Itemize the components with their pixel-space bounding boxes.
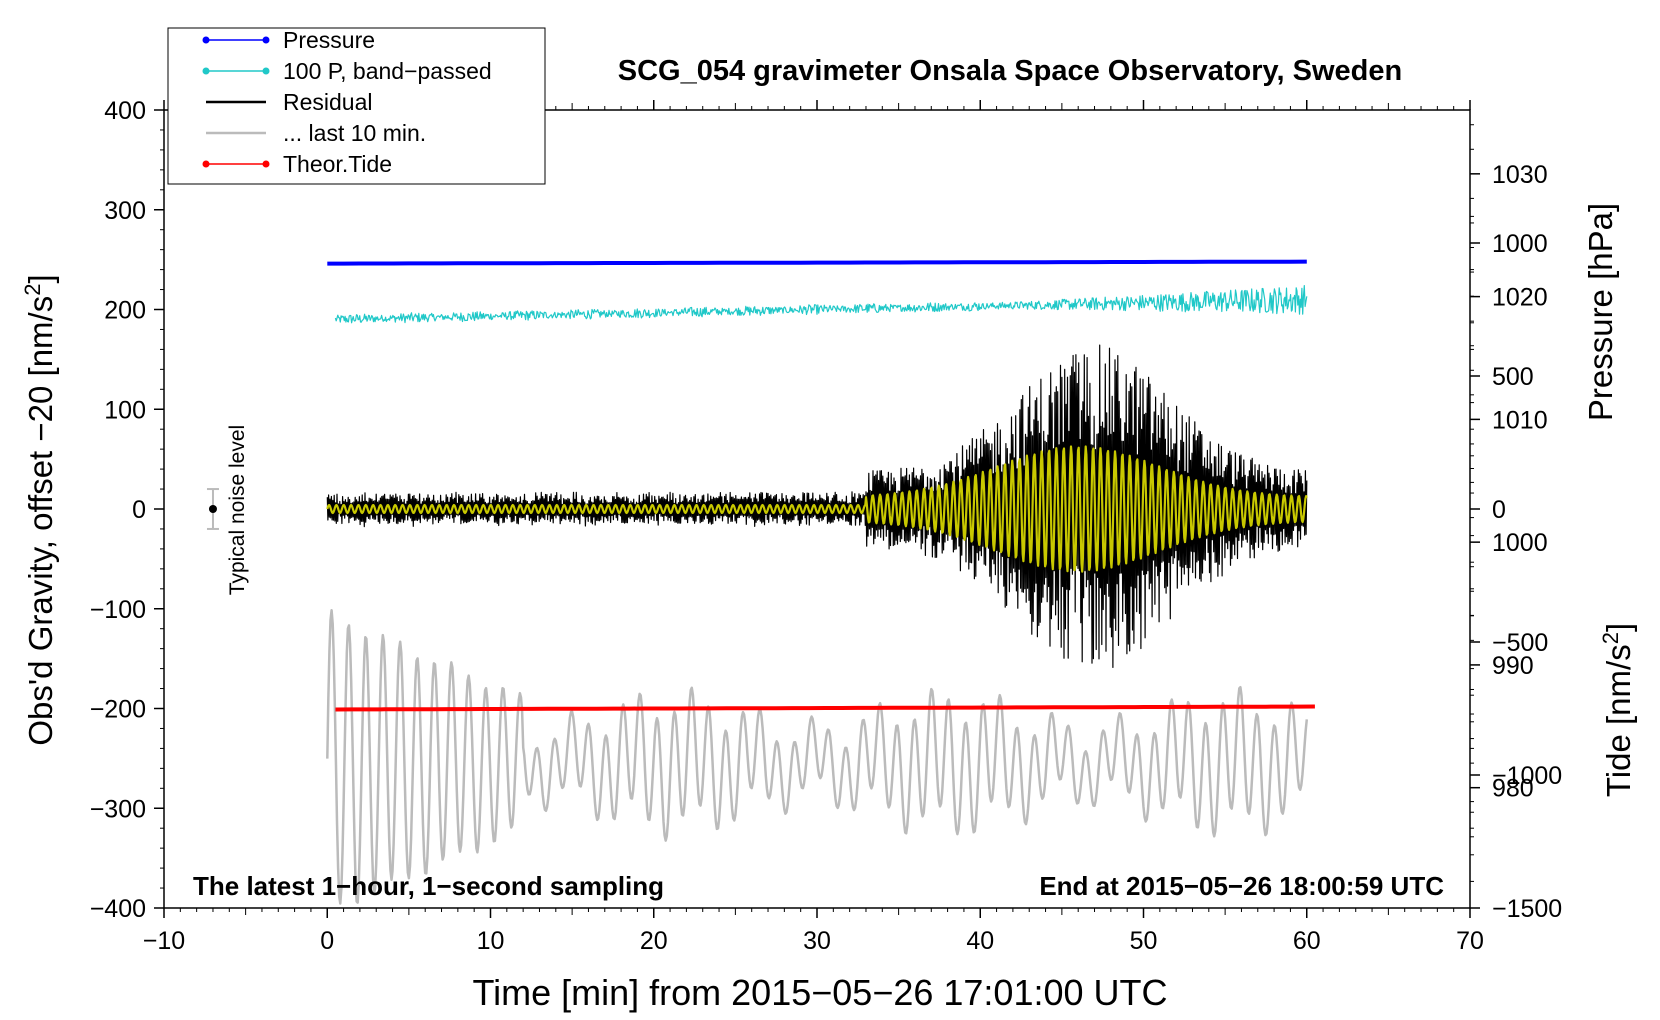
legend-label: Theor.Tide [283,151,392,177]
tide-tick-label: −500 [1492,629,1548,657]
band-passed-pressure-line [334,285,1308,324]
legend-marker [262,36,270,44]
x-tick-label: −10 [143,927,185,955]
y-tick-label: −200 [90,696,146,724]
legend-label: ... last 10 min. [283,120,426,146]
noise-level-label: Typical noise level [226,425,249,595]
legend-marker [202,36,210,44]
legend-label: Residual [283,89,373,115]
x-tick-label: 10 [477,927,505,955]
legend: Pressure 100 P, band−passed Residual ... la… [167,27,546,185]
noise-point [208,505,217,513]
y-tick-label: −100 [90,596,146,624]
legend-marker [202,67,210,75]
x-tick-label: 60 [1293,927,1321,955]
y-tick-label: 100 [104,396,146,424]
y-tick-label: 400 [104,97,146,125]
legend-marker [262,160,270,168]
pressure-tick-label: 1010 [1492,406,1548,434]
y-tick-label: 300 [104,197,146,225]
legend-box [167,27,546,185]
y-tick-label: −300 [90,795,146,823]
y-axis-label-tide: Tide [nm/s2] [1598,623,1637,797]
legend-label: 100 P, band−passed [283,58,492,84]
chart-title: SCG_054 gravimeter Onsala Space Observat… [618,55,1402,87]
theor-tide-line [335,704,1315,712]
tide-tick-label: 1000 [1492,230,1548,258]
tide-tick-label: −1500 [1492,895,1562,923]
y-tick-label: 0 [132,496,146,524]
tide-tick-label: 0 [1492,496,1506,524]
pressure-line [327,259,1307,266]
y-axis-label-pressure: Pressure [hPa] [1582,203,1619,421]
y-axis-label-left: Obs'd Gravity, offset −20 [nm/s2] [20,274,59,745]
annotation-bottom-left: The latest 1−hour, 1−second sampling [193,871,664,901]
axis-labels: SCG_054 gravimeter Onsala Space Observat… [20,55,1637,1013]
legend-marker [202,160,210,168]
pressure-tick-label: 980 [1492,775,1534,803]
residual-smoothed-line [326,445,1308,573]
pressure-tick-label: 1000 [1492,529,1548,557]
x-tick-label: 0 [320,927,334,955]
legend-label: Pressure [283,27,375,53]
axes: −10 0 10 20 30 40 50 60 704003002001000−100−200−… [90,97,1563,955]
tide-tick-label: 500 [1492,363,1534,391]
x-tick-label: 70 [1456,927,1484,955]
pressure-tick-label: 1020 [1492,284,1548,312]
tide-tick-label: −1000 [1492,762,1562,790]
pressure-tick-label: 1030 [1492,161,1548,189]
x-tick-label: 20 [640,927,668,955]
plot-traces [206,259,1315,905]
annotation-bottom-right: End at 2015−05−26 18:00:59 UTC [1039,871,1444,901]
y-tick-label: 200 [104,297,146,325]
pressure-tick-label: 990 [1492,652,1534,680]
last-10-min-line [326,609,1309,905]
x-axis-label: Time [min] from 2015−05−26 17:01:00 UTC [472,972,1167,1013]
x-tick-label: 50 [1130,927,1158,955]
x-tick-label: 30 [803,927,831,955]
x-tick-label: 40 [966,927,994,955]
legend-marker [262,67,270,75]
y-tick-label: −400 [90,895,146,923]
